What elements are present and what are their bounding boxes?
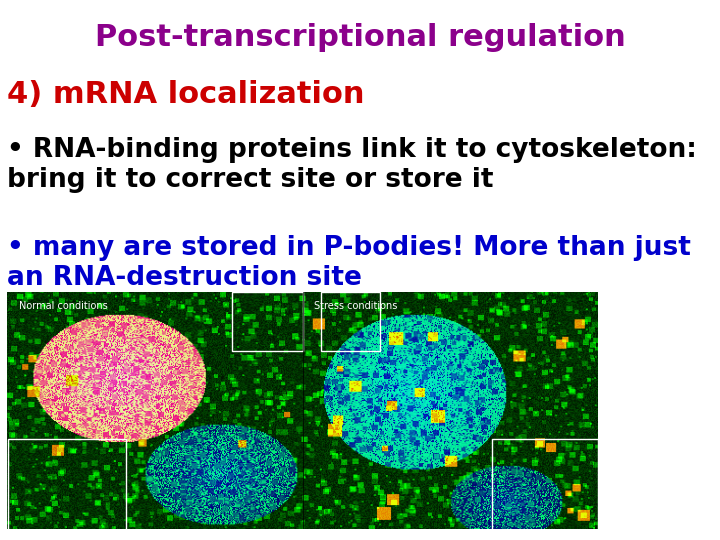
Text: Post-transcriptional regulation: Post-transcriptional regulation — [94, 23, 626, 52]
Text: Stress conditions: Stress conditions — [314, 301, 397, 311]
Text: • many are stored in P-bodies! More than just an RNA-destruction site: • many are stored in P-bodies! More than… — [7, 235, 691, 291]
Text: Normal conditions: Normal conditions — [19, 301, 108, 311]
Bar — [320, 292, 379, 352]
Bar — [8, 440, 126, 530]
Bar — [492, 440, 598, 530]
Text: • RNA-binding proteins link it to cytoskeleton: bring it to correct site or stor: • RNA-binding proteins link it to cytosk… — [7, 137, 697, 193]
Text: 4) mRNA localization: 4) mRNA localization — [7, 80, 365, 109]
Bar — [232, 292, 303, 352]
